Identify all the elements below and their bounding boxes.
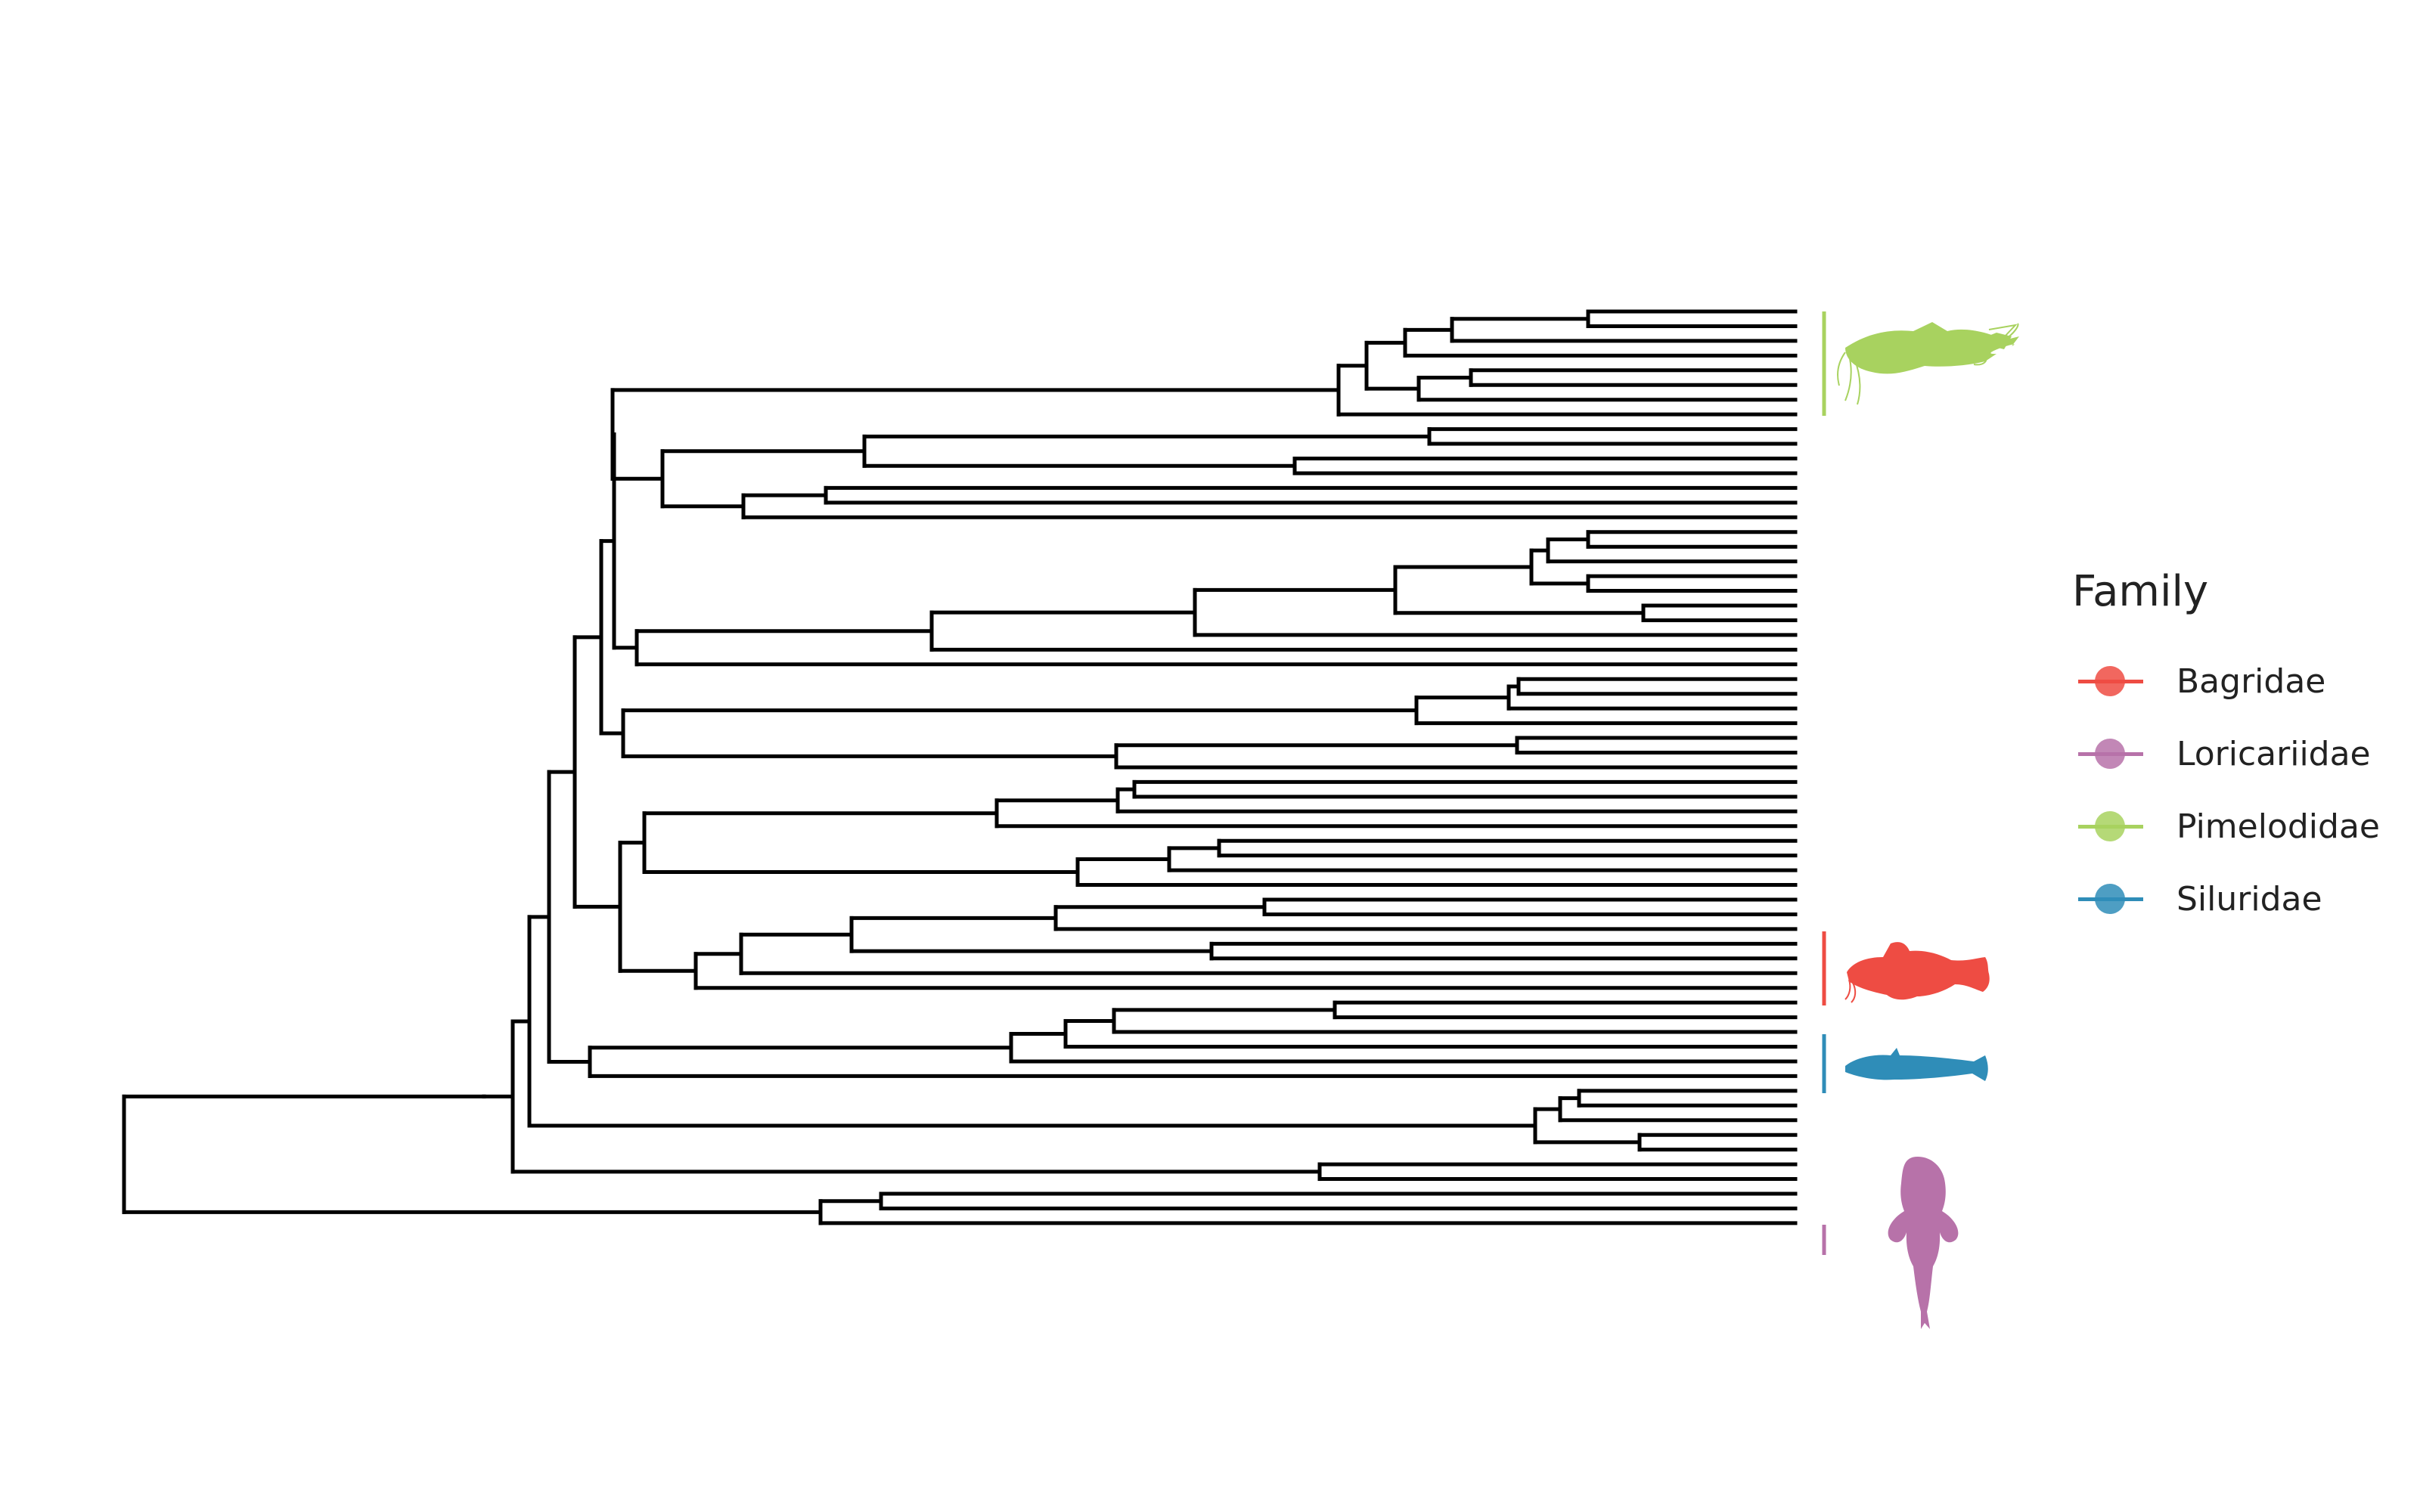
tree-branches bbox=[122, 309, 1798, 1225]
legend-title: Family bbox=[2072, 567, 2209, 616]
legend-key-bagridae bbox=[2078, 666, 2143, 696]
legend-key-pimelodidae bbox=[2078, 811, 2143, 841]
legend-dot bbox=[2095, 739, 2125, 769]
legend-item-pimelodidae: Pimelodidae bbox=[2072, 790, 2380, 863]
legend-label: Loricariidae bbox=[2176, 734, 2371, 773]
legend-item-siluridae: Siluridae bbox=[2072, 863, 2380, 935]
legend-dot bbox=[2095, 811, 2125, 841]
legend-item-bagridae: Bagridae bbox=[2072, 645, 2380, 717]
legend-item-loricariidae: Loricariidae bbox=[2072, 717, 2380, 790]
armored-catfish-icon bbox=[1888, 1157, 1959, 1329]
legend-dot bbox=[2095, 884, 2125, 914]
catfish-icon bbox=[1844, 942, 1990, 1003]
legend-label: Siluridae bbox=[2176, 879, 2322, 919]
legend-label: Bagridae bbox=[2176, 662, 2326, 701]
legend-dot bbox=[2095, 666, 2125, 696]
legend-key-loricariidae bbox=[2078, 739, 2143, 769]
legend-key-siluridae bbox=[2078, 884, 2143, 914]
catfish-long-barbels-icon bbox=[1837, 322, 2019, 405]
eel-catfish-icon bbox=[1845, 1048, 1988, 1081]
legend-label: Pimelodidae bbox=[2176, 807, 2380, 846]
legend: Family Bagridae Loricariidae Pimelodidae… bbox=[2072, 567, 2380, 935]
